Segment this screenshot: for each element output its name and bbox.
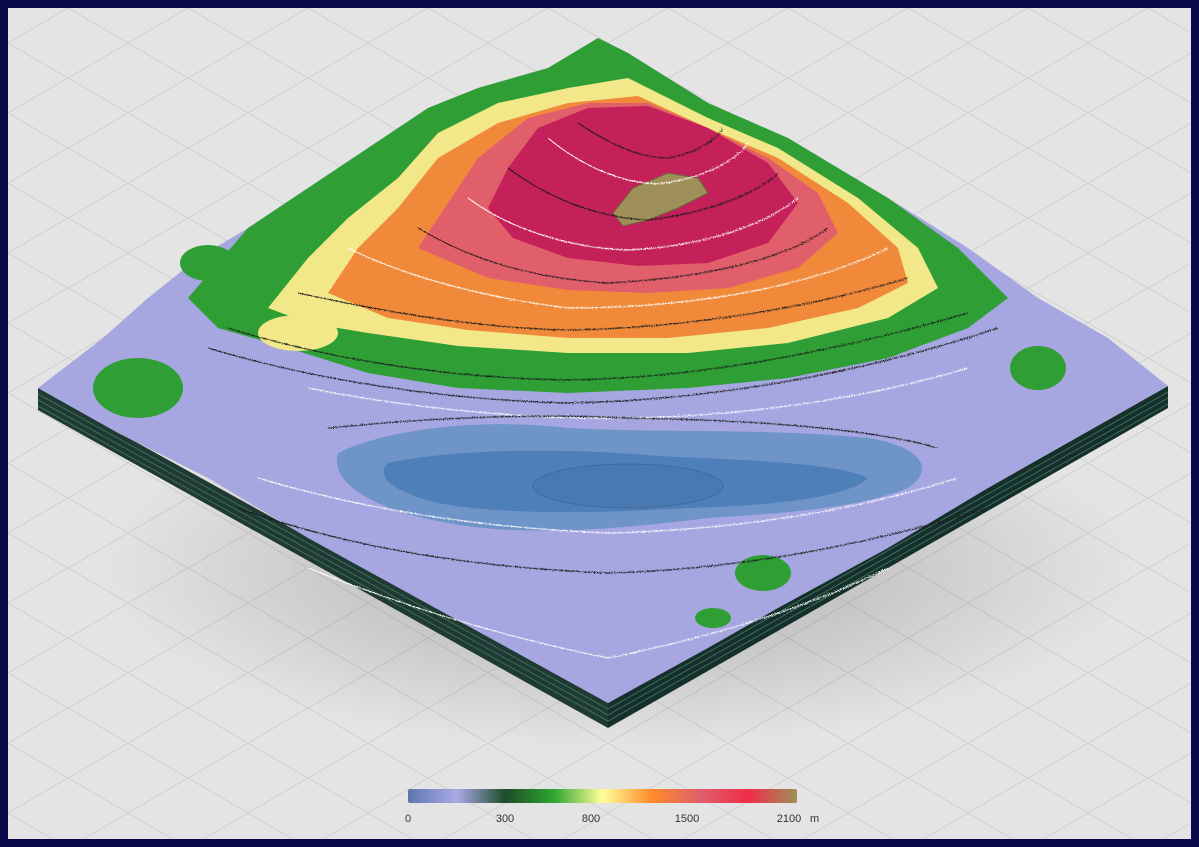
elevation-color-bar (408, 789, 797, 803)
legend-tick-800: 800 (581, 813, 601, 825)
legend-tick-1500: 1500 (674, 813, 700, 825)
elevation-legend: 0 300 800 1500 2100 m (404, 789, 819, 837)
terrain-map (8, 8, 1191, 839)
legend-tick-0: 0 (404, 813, 412, 825)
legend-unit: m (810, 813, 820, 825)
lake-flat (532, 463, 724, 509)
legend-tick-300: 300 (495, 813, 515, 825)
map-canvas: 0 300 800 1500 2100 m (8, 8, 1191, 839)
hills (93, 245, 1066, 628)
legend-tick-2100: 2100 (776, 813, 802, 825)
contour-lines (207, 122, 999, 659)
